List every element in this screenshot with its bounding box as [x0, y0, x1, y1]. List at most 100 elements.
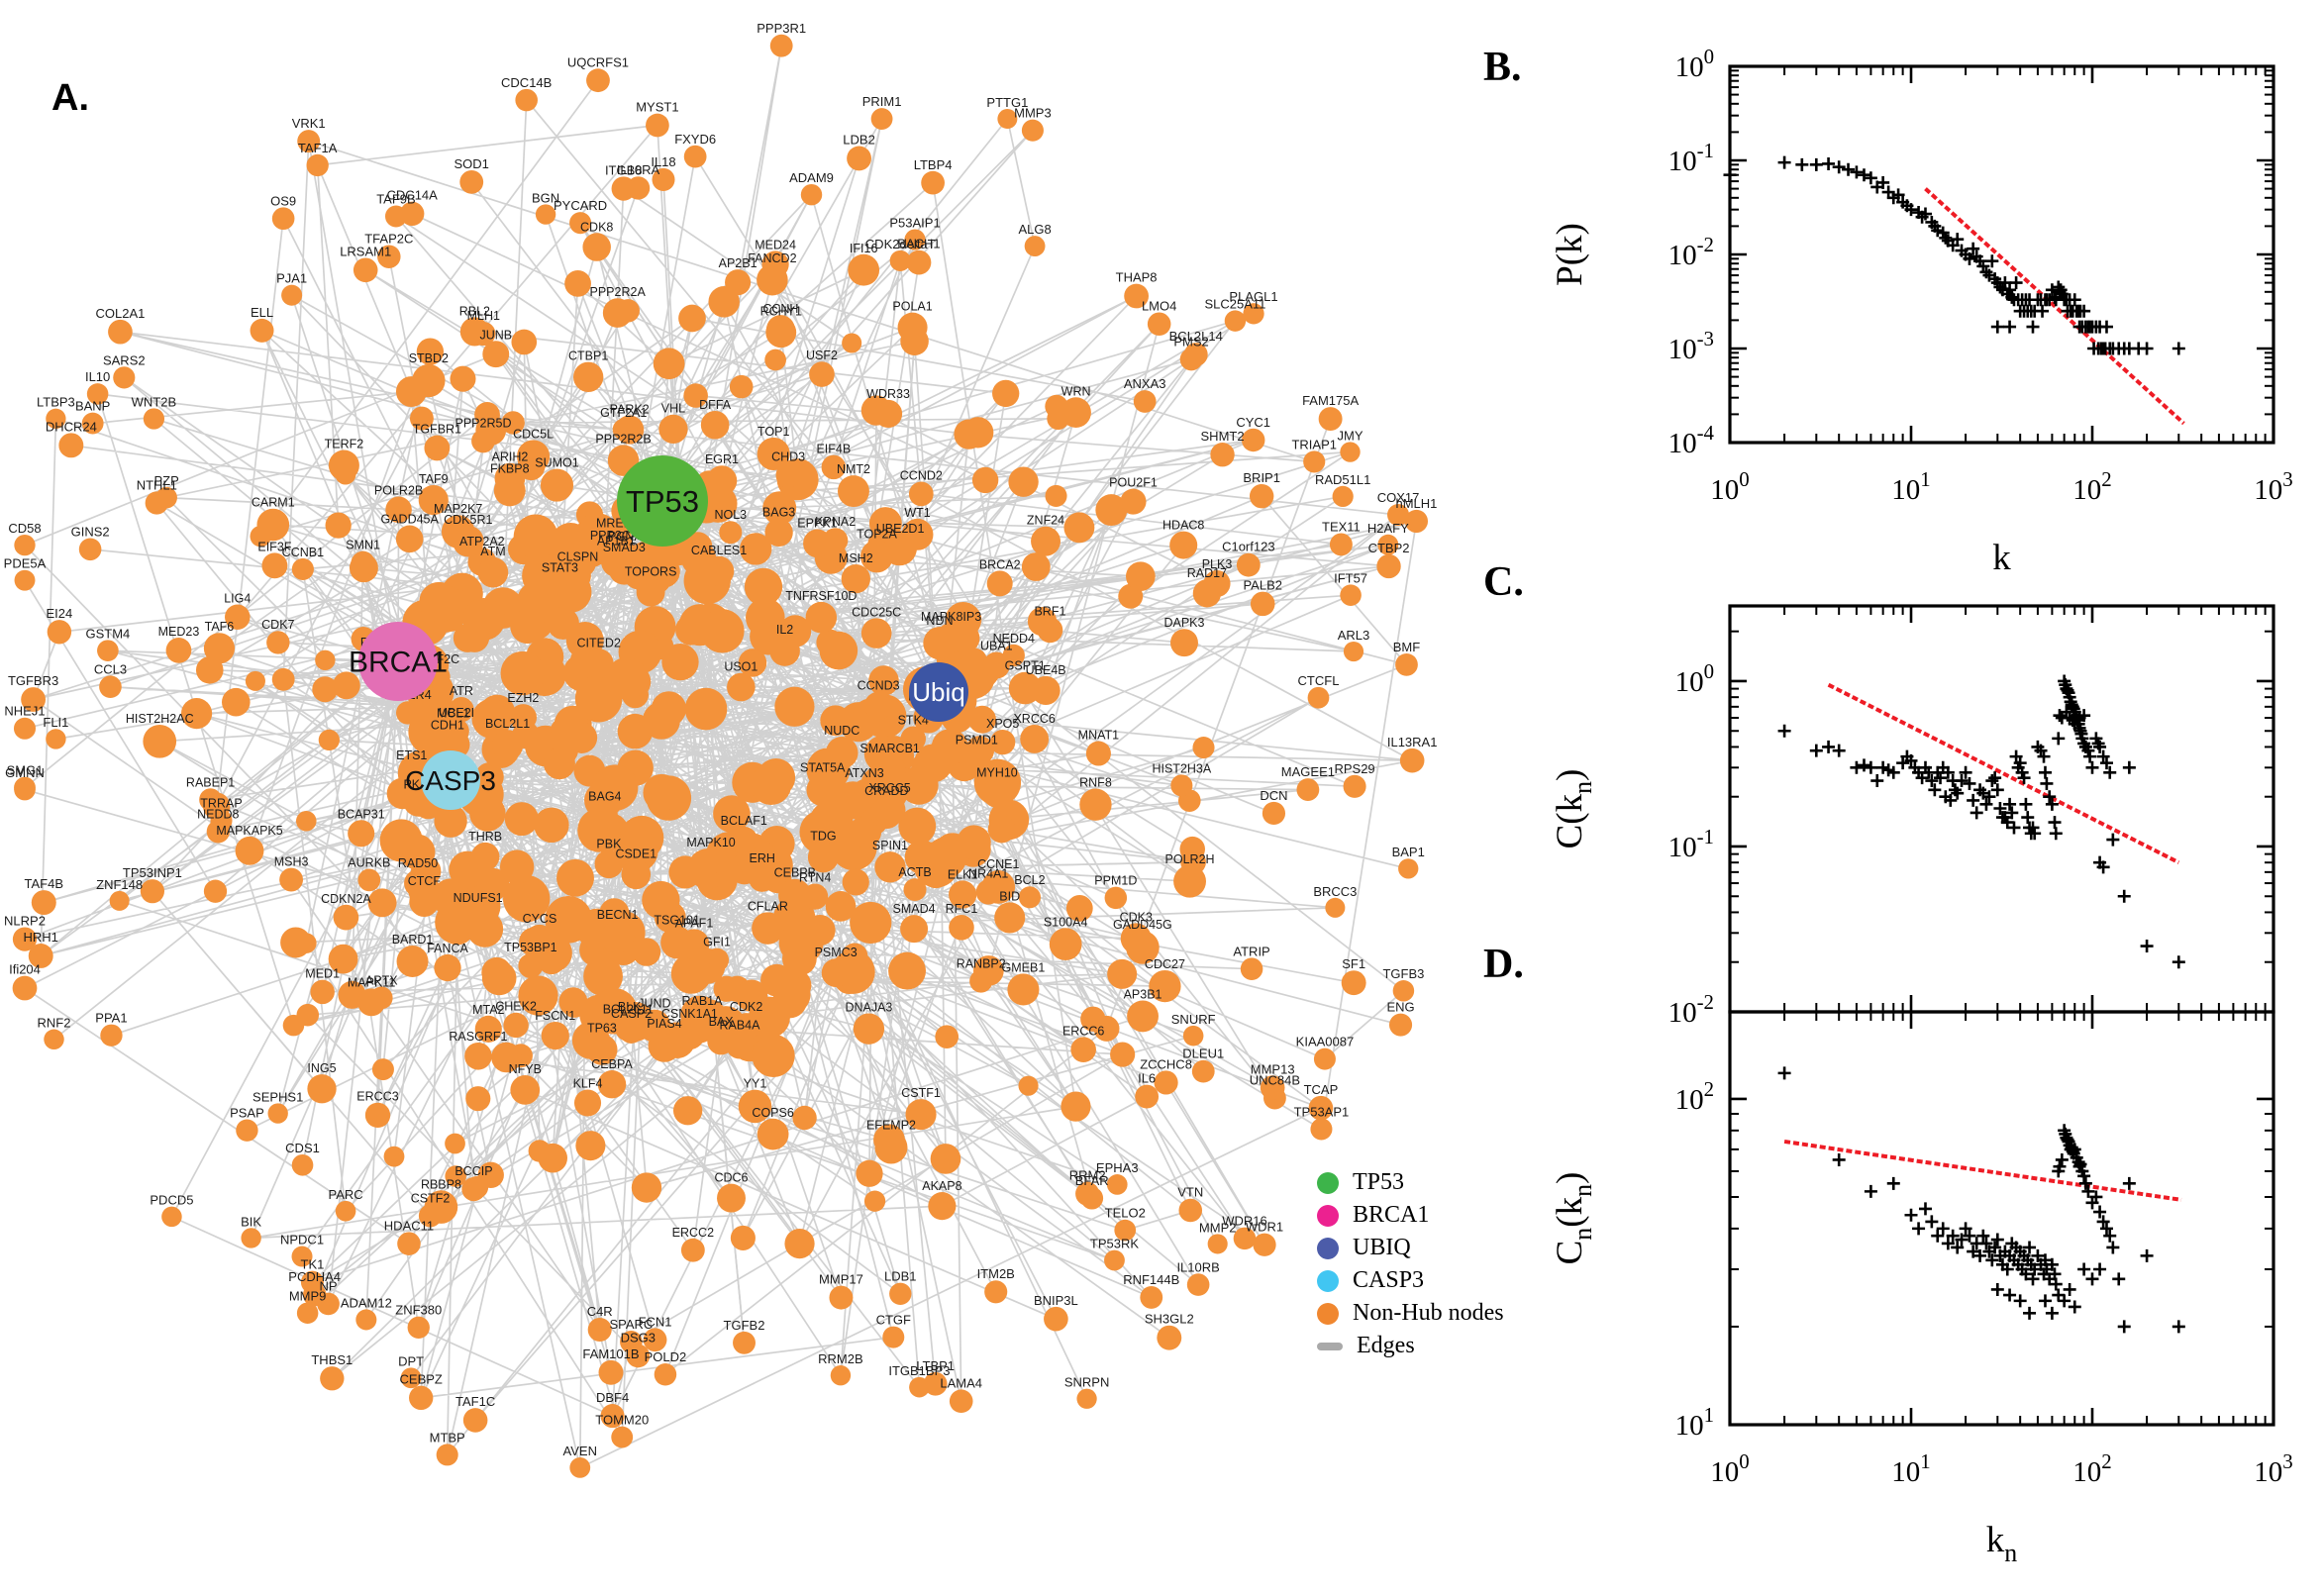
network-node	[954, 419, 984, 449]
network-node	[296, 1302, 319, 1324]
panel-label-c: C.	[1483, 559, 1524, 605]
network-node-label: PBK	[596, 837, 622, 850]
network-node	[809, 361, 835, 387]
network-node	[99, 675, 122, 699]
network-node	[850, 901, 892, 945]
network-node	[730, 826, 758, 854]
data-point	[1850, 165, 1864, 179]
network-node-label: TAF9	[419, 472, 449, 486]
network-node	[873, 399, 903, 429]
network-node	[1210, 443, 1235, 467]
network-node-label: RPS29	[1334, 761, 1374, 776]
network-node	[1233, 1227, 1257, 1250]
data-point	[1967, 793, 1980, 807]
data-point	[2085, 760, 2099, 774]
network-node	[474, 401, 500, 428]
network-node-label: BCLAF1	[721, 814, 767, 828]
network-node	[1173, 864, 1206, 898]
network-node-label: ZCCHC8	[1140, 1056, 1192, 1071]
network-node	[648, 1029, 681, 1062]
network-node	[732, 1013, 760, 1041]
network-node	[611, 543, 640, 571]
network-node-label: POLD2	[645, 1349, 687, 1364]
network-node-label: CSTF1	[901, 1086, 941, 1100]
network-node-label: NLRP2	[4, 913, 46, 928]
network-node	[821, 958, 851, 987]
network-node	[800, 183, 823, 206]
x-tick-label: 100	[1710, 1449, 1749, 1488]
network-node	[748, 864, 776, 892]
network-node-label: MED23	[158, 625, 200, 639]
network-node-label: TP53RK	[1090, 1237, 1139, 1251]
network-node-label: XRCC6	[1013, 712, 1055, 726]
data-point	[1979, 1237, 1993, 1250]
network-node-label: ITGB8	[605, 162, 643, 177]
data-point	[1870, 774, 1884, 788]
network-node-label: TOMM20	[595, 1413, 649, 1428]
network-node	[271, 207, 295, 231]
network-node-label: DSG3	[621, 1331, 656, 1346]
network-node	[925, 837, 967, 878]
data-point	[1918, 1202, 1932, 1216]
data-point	[2068, 293, 2081, 307]
data-point	[2003, 283, 2017, 297]
data-point	[2063, 1282, 2076, 1296]
network-node-label: AVEN	[563, 1444, 597, 1458]
network-node	[882, 1326, 905, 1348]
network-node-label: EIF3F	[257, 540, 291, 553]
network-node-label: BAG4	[588, 790, 621, 804]
network-node-label: MSH2	[839, 551, 873, 565]
network-node-label: MAPK8IP3	[921, 610, 981, 624]
network-node-label: TP53INP1	[123, 865, 182, 880]
network-node	[860, 618, 892, 648]
network-node-label: GADD45A	[380, 513, 439, 527]
network-node-label: THBS1	[311, 1352, 353, 1367]
network-node-label: FAM175A	[1302, 393, 1359, 408]
legend-label-tp53: TP53	[1353, 1169, 1405, 1195]
network-node	[1307, 686, 1330, 709]
network-node	[660, 926, 694, 959]
network-node-label: CEBPZ	[400, 1372, 443, 1387]
network-node	[1250, 591, 1275, 617]
network-node-label: PJA1	[276, 271, 307, 286]
network-node	[984, 1280, 1008, 1304]
network-node-label: CSDE1	[615, 848, 656, 861]
network-node	[873, 794, 906, 827]
network-node	[583, 956, 623, 997]
data-point	[1982, 790, 1996, 804]
network-node-label: CSNK1A1	[661, 1007, 718, 1021]
network-node-label: BCAP31	[338, 807, 385, 821]
network-node-label: PALB2	[1243, 578, 1282, 593]
network-node	[236, 1119, 258, 1142]
network-node	[725, 269, 752, 296]
network-node	[1392, 980, 1415, 1002]
network-node-label: MMP2	[1199, 1220, 1237, 1235]
network-node	[1080, 1006, 1106, 1032]
network-node-label: BACH1	[897, 237, 940, 251]
network-node	[621, 859, 652, 890]
network-node	[949, 1389, 973, 1414]
network-node-label: TGFBR1	[413, 423, 461, 437]
data-point	[2026, 821, 2040, 835]
data-point	[2106, 833, 2120, 847]
network-node	[459, 169, 484, 194]
network-node-label: RAB1A	[681, 994, 723, 1008]
data-point	[1842, 162, 1856, 176]
network-node	[825, 891, 857, 922]
network-node-label: SOD1	[454, 156, 489, 171]
network-node	[474, 1015, 502, 1043]
network-node	[399, 760, 425, 786]
network-node-label: TAF9B	[376, 192, 416, 207]
network-node	[371, 1058, 394, 1081]
network-node-label: NUDC	[824, 724, 859, 738]
network-node-label: MLH1	[467, 309, 500, 323]
network-node-label: NTHL1	[137, 477, 177, 492]
data-point	[2099, 1222, 2113, 1236]
data-point	[2053, 1159, 2067, 1173]
network-node	[971, 466, 999, 494]
network-node	[1135, 1084, 1160, 1109]
panel-label-b: B.	[1483, 45, 1522, 90]
network-node-label: BARD1	[392, 933, 434, 947]
network-node-label: XPO5	[986, 717, 1019, 731]
network-node-label: CYC1	[1236, 415, 1270, 430]
